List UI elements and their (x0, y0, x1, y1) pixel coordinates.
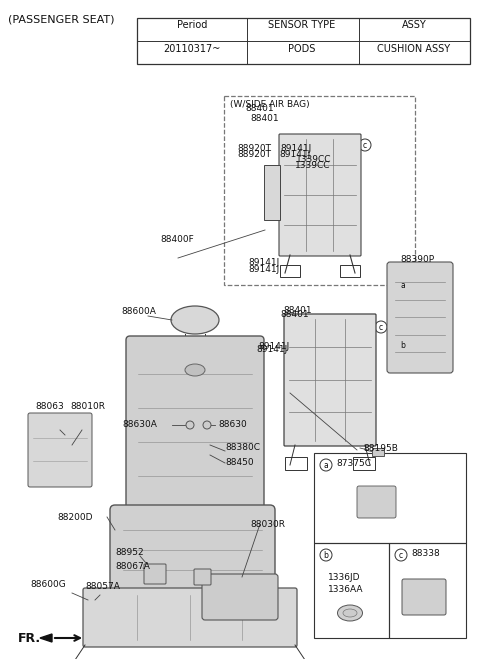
Text: b: b (324, 550, 328, 559)
Text: 88401: 88401 (246, 104, 274, 113)
Bar (372, 448, 384, 456)
Text: 1339CC: 1339CC (296, 155, 332, 164)
Text: 89141J: 89141J (248, 265, 279, 274)
Text: 88057A: 88057A (85, 582, 120, 591)
Text: 88200D: 88200D (57, 513, 93, 522)
Text: 88195B: 88195B (363, 444, 398, 453)
Text: c: c (399, 550, 403, 559)
Text: 89141J: 89141J (258, 342, 289, 351)
Text: 88338: 88338 (411, 549, 440, 558)
Text: 88390P: 88390P (400, 255, 434, 264)
Text: 89141J: 89141J (256, 345, 287, 354)
Text: FR.: FR. (18, 631, 41, 645)
FancyBboxPatch shape (83, 588, 297, 647)
Text: 89141J: 89141J (248, 258, 279, 267)
Bar (224, 96, 415, 285)
Text: 89141J: 89141J (280, 144, 311, 153)
Text: 89141J: 89141J (279, 150, 310, 159)
Text: 88400F: 88400F (160, 235, 194, 244)
Bar (137, 18, 470, 64)
Text: 88401: 88401 (251, 114, 279, 123)
Text: 88952: 88952 (115, 548, 144, 557)
Text: 87375C: 87375C (336, 459, 371, 468)
Bar (285, 457, 307, 470)
FancyBboxPatch shape (110, 505, 275, 595)
Text: 88920T: 88920T (237, 144, 271, 153)
Text: 1336AA: 1336AA (328, 585, 363, 594)
FancyBboxPatch shape (28, 413, 92, 487)
Text: 1336JD: 1336JD (328, 573, 360, 582)
Ellipse shape (337, 605, 362, 621)
Text: 88030R: 88030R (250, 520, 285, 529)
Text: Period: Period (177, 20, 207, 30)
Ellipse shape (185, 364, 205, 376)
Text: 88600A: 88600A (121, 307, 156, 316)
FancyBboxPatch shape (387, 262, 453, 373)
Bar (389, 543, 466, 638)
FancyBboxPatch shape (284, 314, 376, 446)
Ellipse shape (171, 306, 219, 334)
FancyBboxPatch shape (126, 336, 264, 514)
FancyBboxPatch shape (402, 579, 446, 615)
Text: CUSHION ASSY: CUSHION ASSY (377, 44, 451, 54)
Text: b: b (401, 341, 406, 349)
Text: 88401: 88401 (283, 306, 312, 315)
Text: c: c (379, 322, 383, 331)
Text: 1339CC: 1339CC (295, 161, 331, 170)
Text: ASSY: ASSY (402, 20, 426, 30)
Bar (314, 543, 389, 638)
Ellipse shape (343, 609, 357, 617)
FancyBboxPatch shape (279, 134, 361, 256)
Ellipse shape (186, 421, 194, 429)
Text: 88067A: 88067A (115, 562, 150, 571)
Text: (PASSENGER SEAT): (PASSENGER SEAT) (8, 15, 115, 25)
Bar (411, 588, 437, 606)
Text: 88600G: 88600G (30, 580, 66, 589)
Text: 88380C: 88380C (225, 443, 260, 452)
Ellipse shape (203, 421, 211, 429)
Text: c: c (363, 140, 367, 150)
FancyBboxPatch shape (144, 564, 166, 584)
Text: 88920T: 88920T (237, 150, 271, 159)
Text: PODS: PODS (288, 44, 316, 54)
FancyBboxPatch shape (202, 574, 278, 620)
Polygon shape (40, 634, 52, 642)
Text: a: a (324, 461, 328, 469)
Text: 88010R: 88010R (70, 402, 105, 411)
Bar (314, 453, 466, 543)
Text: 88063: 88063 (35, 402, 64, 411)
Text: (W/SIDE AIR BAG): (W/SIDE AIR BAG) (230, 100, 310, 109)
Text: 88401: 88401 (280, 310, 309, 319)
Bar (264, 165, 280, 220)
Text: 88450: 88450 (225, 458, 253, 467)
Text: SENSOR TYPE: SENSOR TYPE (268, 20, 336, 30)
FancyBboxPatch shape (357, 486, 396, 518)
Bar (340, 265, 360, 277)
Text: 88630: 88630 (218, 420, 247, 429)
Bar (353, 457, 375, 470)
FancyBboxPatch shape (194, 569, 211, 585)
Bar (280, 265, 300, 277)
Text: 88630A: 88630A (122, 420, 157, 429)
Text: a: a (401, 281, 406, 289)
Text: 20110317~: 20110317~ (163, 44, 221, 54)
